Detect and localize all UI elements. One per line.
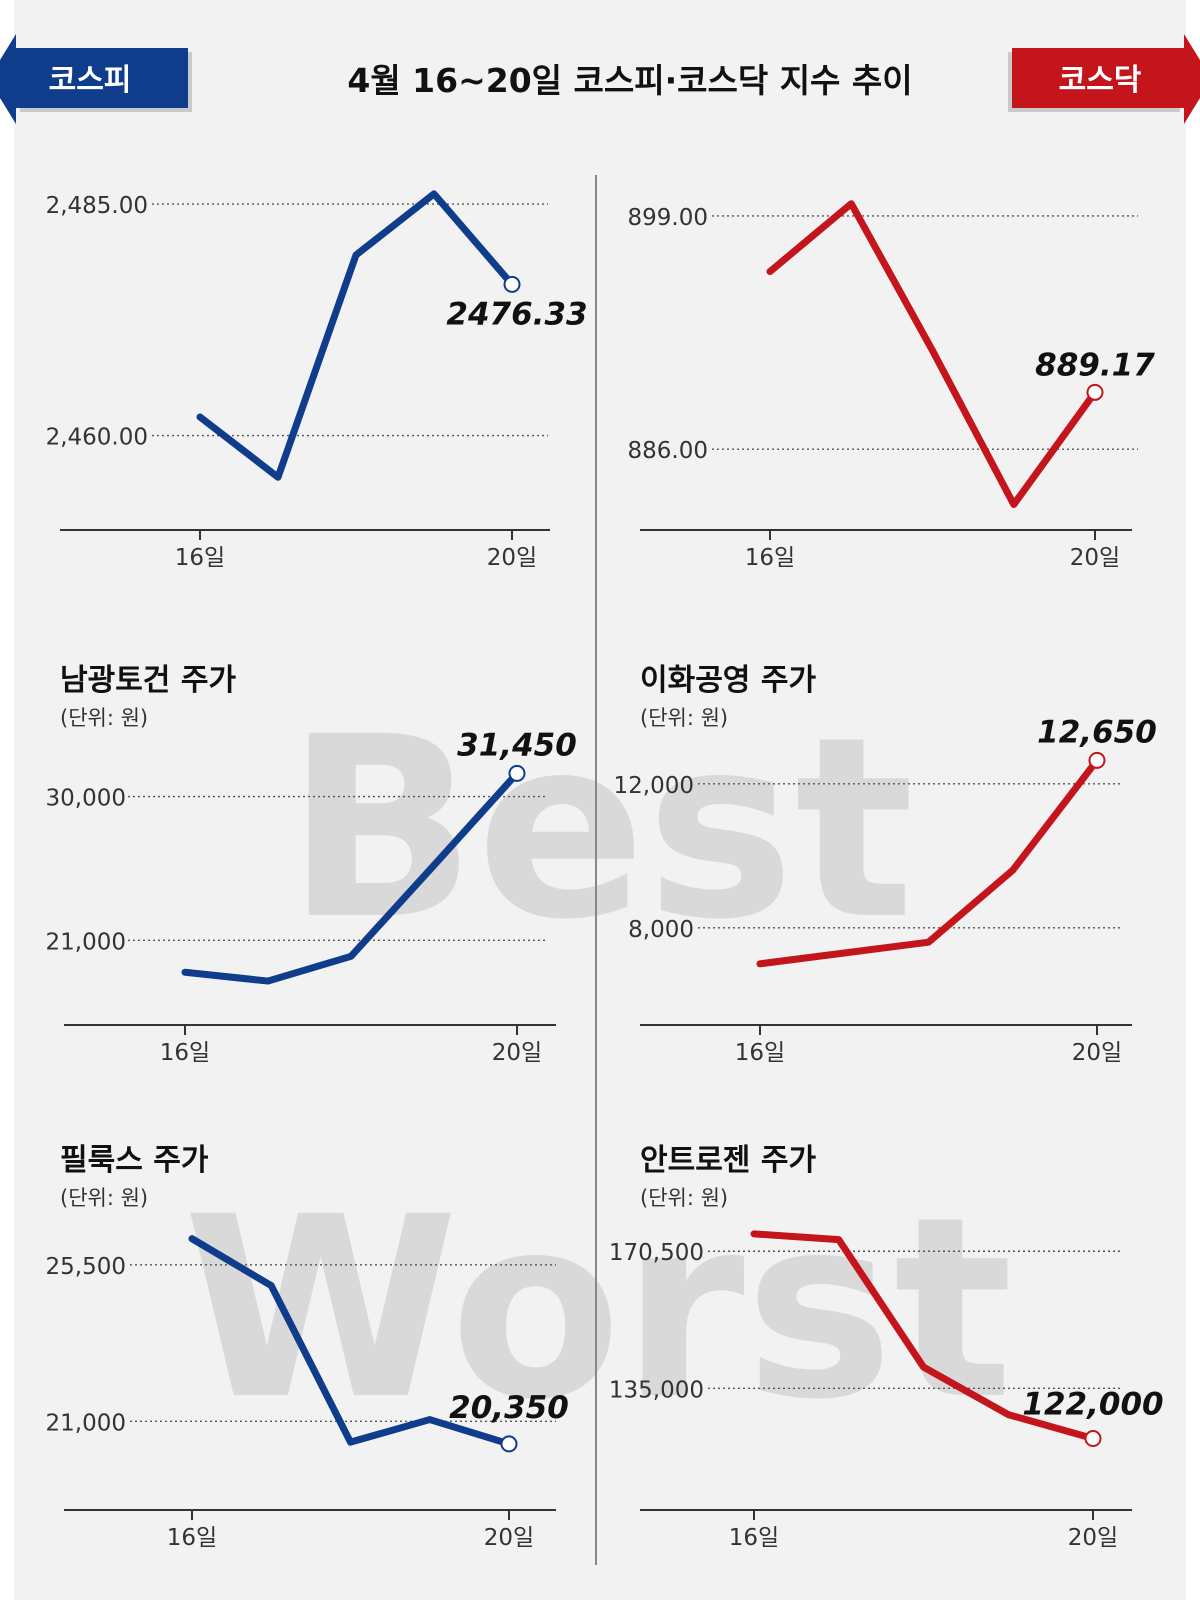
x-tick-label: 20일 — [492, 1040, 542, 1066]
chart-title: 이화공영 주가 — [640, 663, 816, 698]
series-line-antrogen — [750, 1230, 1097, 1443]
left-tab: 코스피 — [0, 34, 192, 124]
last-point-marker — [500, 1435, 518, 1453]
last-point-marker — [503, 275, 521, 293]
watermark-worst: Worst — [183, 1163, 1013, 1454]
chart-namkwang: 남광토건 주가 (단위: 원) 21,000 30,000 16일 20일 31,450 — [46, 663, 577, 1066]
series-line-namkwang — [181, 769, 521, 985]
right-tab-label: 코스닥 — [1059, 63, 1142, 98]
x-tick-label: 20일 — [1072, 1040, 1122, 1066]
y-tick-label: 12,000 — [614, 773, 694, 799]
y-tick-label: 21,000 — [46, 929, 126, 955]
y-tick-label: 886.00 — [628, 438, 708, 464]
chart-unit-label: (단위: 원) — [640, 1186, 728, 1210]
x-tick-label: 20일 — [1068, 1525, 1118, 1551]
watermark-best: Best — [286, 683, 914, 974]
x-tick-label: 20일 — [487, 545, 537, 571]
x-tick-label: 20일 — [1070, 545, 1120, 571]
charts-layer: 2,460.00 2,485.00 16일 20일 2476.33 886.00 899.0… — [46, 190, 1164, 1551]
y-tick-label: 899.00 — [628, 205, 708, 231]
x-tick-label: 16일 — [160, 1040, 210, 1066]
last-value-label: 12,650 — [1037, 714, 1157, 750]
last-value-label: 31,450 — [457, 727, 577, 763]
last-value-label: 20,350 — [449, 1390, 569, 1426]
y-tick-label: 170,500 — [609, 1240, 704, 1266]
y-tick-label: 21,000 — [46, 1410, 126, 1436]
last-point-marker — [508, 764, 526, 782]
y-tick-label: 2,460.00 — [46, 425, 148, 451]
series-line-fillux — [188, 1235, 513, 1448]
chart-ewha: 이화공영 주가 (단위: 원) 8,000 12,000 16일 20일 12,650 — [614, 663, 1157, 1066]
y-tick-label: 8,000 — [628, 917, 694, 943]
x-tick-label: 16일 — [729, 1525, 779, 1551]
last-value-label: 889.17 — [1035, 347, 1155, 383]
y-tick-label: 30,000 — [46, 786, 126, 812]
chart-unit-label: (단위: 원) — [60, 706, 148, 730]
series-line-ewha — [756, 756, 1101, 968]
right-tab-arrow — [1184, 34, 1200, 124]
x-tick-label: 16일 — [735, 1040, 785, 1066]
chart-unit-label: (단위: 원) — [640, 706, 728, 730]
x-tick-label: 16일 — [175, 545, 225, 571]
series-line-kospi — [196, 190, 516, 481]
last-point-marker — [1084, 1430, 1102, 1448]
left-tab-label: 코스피 — [49, 63, 132, 98]
last-value-label: 122,000 — [1022, 1387, 1163, 1423]
chart-kospi: 2,460.00 2,485.00 16일 20일 2476.33 — [46, 190, 588, 571]
panel-background — [14, 0, 1186, 1600]
last-point-marker — [1088, 751, 1106, 769]
left-tab-arrow — [0, 34, 16, 124]
series-line-kosdaq — [766, 200, 1099, 509]
last-value-label: 2476.33 — [446, 296, 587, 332]
left-tab-box — [14, 48, 188, 108]
chart-title: 남광토건 주가 — [60, 663, 236, 698]
y-tick-label: 135,000 — [609, 1377, 704, 1403]
chart-title: 안트로젠 주가 — [640, 1143, 816, 1178]
chart-antrogen: 안트로젠 주가 (단위: 원) 135,000 170,500 16일 20일 122,00… — [609, 1143, 1164, 1551]
chart-title: 필룩스 주가 — [60, 1143, 209, 1178]
y-tick-label: 25,500 — [46, 1254, 126, 1280]
right-tab-box — [1012, 48, 1186, 108]
right-tab: 코스닥 — [1008, 34, 1200, 124]
chart-kosdaq: 886.00 899.00 16일 20일 889.17 — [628, 200, 1155, 571]
chart-fillux: 필룩스 주가 (단위: 원) 21,000 25,500 16일 20일 20,350 — [46, 1143, 569, 1551]
last-point-marker — [1086, 383, 1104, 401]
x-tick-label: 16일 — [167, 1525, 217, 1551]
y-tick-label: 2,485.00 — [46, 193, 148, 219]
x-tick-label: 20일 — [484, 1525, 534, 1551]
chart-unit-label: (단위: 원) — [60, 1186, 148, 1210]
page-title: 4월 16~20일 코스피·코스닥 지수 추이 — [347, 61, 912, 100]
x-tick-label: 16일 — [745, 545, 795, 571]
